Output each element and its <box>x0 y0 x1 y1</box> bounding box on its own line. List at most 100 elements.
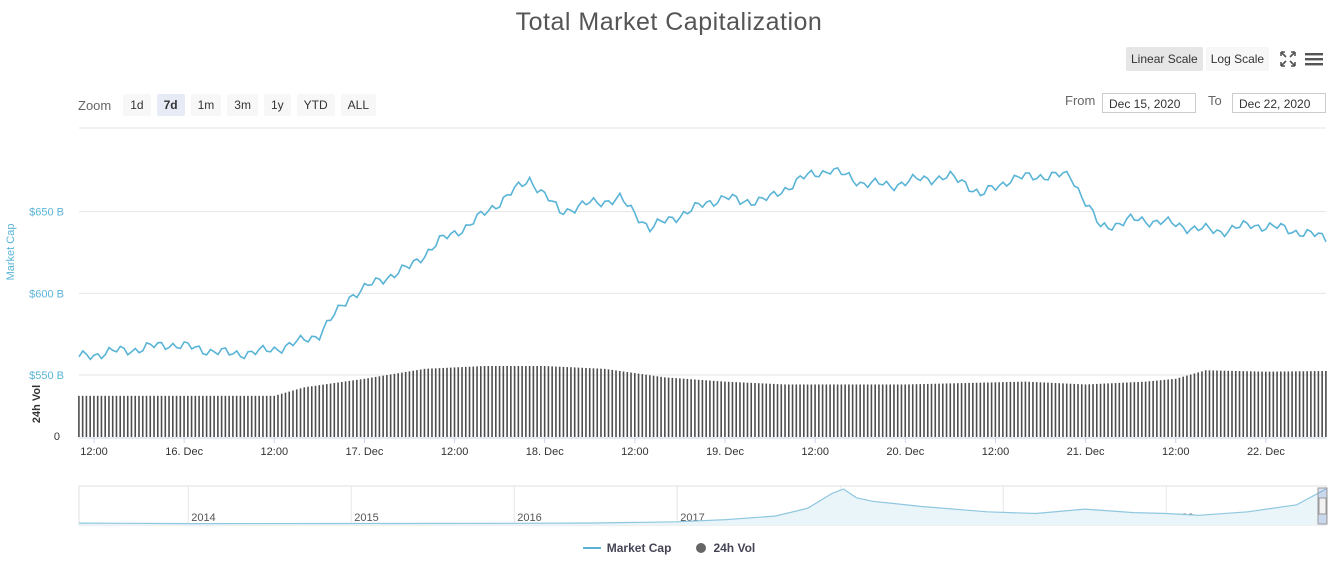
volume-bar <box>1073 383 1076 437</box>
volume-bar <box>1077 384 1079 437</box>
dot-swatch-icon <box>696 543 707 553</box>
volume-bar <box>750 382 753 437</box>
to-date-input[interactable]: Dec 22, 2020 <box>1232 93 1326 113</box>
volume-bar <box>742 382 745 437</box>
zoom-1m-button[interactable]: 1m <box>190 94 222 116</box>
x-tick-label: 12:00 <box>621 446 649 458</box>
line-swatch-icon <box>582 547 601 549</box>
volume-bar <box>96 395 99 437</box>
volume-bar <box>866 384 869 437</box>
volume-bar <box>1238 371 1241 437</box>
volume-bar <box>160 395 163 437</box>
zoom-1d-button[interactable]: 1d <box>123 94 151 116</box>
volume-bar <box>168 395 170 437</box>
volume-bar <box>111 395 114 437</box>
navigator-area <box>79 489 1326 525</box>
volume-bar <box>1062 383 1064 437</box>
volume-bar <box>104 395 106 437</box>
volume-bar <box>889 384 892 437</box>
volume-bar <box>247 395 249 437</box>
volume-bar <box>735 382 738 437</box>
volume-bar <box>209 395 212 437</box>
volume-bar <box>1005 382 1008 437</box>
volume-bar <box>671 377 674 437</box>
volume-bar <box>356 379 358 437</box>
volume-bar <box>573 367 576 437</box>
volume-bar <box>318 385 321 437</box>
zoom-1y-button[interactable]: 1y <box>263 94 291 116</box>
zoom-3m-button[interactable]: 3m <box>227 94 258 116</box>
volume-bar <box>498 366 501 437</box>
volume-bar <box>757 383 760 437</box>
log-scale-button[interactable]: Log Scale <box>1205 47 1270 71</box>
navigator-tick-label: 2016 <box>517 512 541 524</box>
volume-bar <box>1249 371 1252 437</box>
zoom-ytd-button[interactable]: YTD <box>296 94 335 116</box>
zoom-7d-button[interactable]: 7d <box>156 94 185 116</box>
volume-bar <box>1261 371 1263 437</box>
x-tick-label: 19. Dec <box>706 446 744 458</box>
volume-bar <box>528 366 531 437</box>
volume-bar <box>1321 371 1323 437</box>
volume-bar <box>1118 382 1121 437</box>
legend-item-market-cap[interactable]: Market Cap <box>582 541 671 555</box>
volume-bar <box>1129 382 1132 437</box>
volume-bar <box>630 372 632 437</box>
volume-bar <box>525 366 527 437</box>
legend-label: 24h Vol <box>713 541 756 555</box>
volume-bar <box>551 366 553 437</box>
volume-bar <box>1208 370 1211 437</box>
volume-bar <box>885 384 888 437</box>
volume-bar <box>893 384 895 437</box>
x-tick-label: 16. Dec <box>165 446 203 458</box>
volume-bar <box>806 384 809 437</box>
volume-bar <box>1295 371 1297 437</box>
volume-bar <box>874 384 876 437</box>
legend-item-24h-vol[interactable]: 24h Vol <box>695 541 755 555</box>
volume-bar <box>1114 383 1117 437</box>
volume-bar <box>322 384 324 437</box>
zoom-all-button[interactable]: ALL <box>340 94 376 116</box>
volume-bar <box>1103 383 1106 437</box>
volume-bar <box>765 383 768 437</box>
volume-bar <box>1265 371 1267 437</box>
volume-bar <box>1088 384 1091 437</box>
volume-bar <box>547 366 550 437</box>
volume-bar <box>577 367 580 437</box>
volume-bar <box>900 384 903 437</box>
volume-bar <box>1302 371 1305 437</box>
volume-bar <box>1268 371 1271 437</box>
volume-bar <box>603 368 606 437</box>
volume-bar <box>878 384 880 437</box>
navigator-tick-label: 2020 <box>1169 512 1193 524</box>
x-tick-label: 22. Dec <box>1247 446 1285 458</box>
market-cap-line <box>78 166 1327 361</box>
volume-bar <box>1107 383 1109 437</box>
volume-bar <box>934 383 937 437</box>
expand-arrows-icon[interactable] <box>1278 50 1298 68</box>
volume-bar <box>1182 376 1184 437</box>
volume-bar <box>386 375 388 437</box>
volume-bar <box>795 384 798 437</box>
volume-bar <box>979 382 982 437</box>
volume-bar <box>724 381 726 437</box>
navigator-tick-label: 2019 <box>1006 512 1030 524</box>
volume-bar <box>1219 370 1222 437</box>
volume-bar <box>126 395 129 437</box>
volume-bar <box>1054 383 1057 437</box>
volume-bar <box>908 384 910 437</box>
navigator-frame <box>78 485 1327 526</box>
volume-bar <box>393 373 396 437</box>
x-tick-label: 12:00 <box>261 446 289 458</box>
linear-scale-button[interactable]: Linear Scale <box>1126 47 1203 71</box>
volume-bar <box>1246 371 1248 437</box>
hamburger-menu-icon[interactable] <box>1304 50 1324 68</box>
volume-bar <box>1216 370 1218 437</box>
volume-bar <box>818 384 820 437</box>
volume-bar <box>566 367 568 437</box>
volume-bar <box>491 366 493 437</box>
from-date-input[interactable]: Dec 15, 2020 <box>1102 93 1196 113</box>
volume-bar <box>1039 382 1042 437</box>
volume-bar <box>836 384 839 437</box>
volume-bar <box>1272 371 1275 437</box>
